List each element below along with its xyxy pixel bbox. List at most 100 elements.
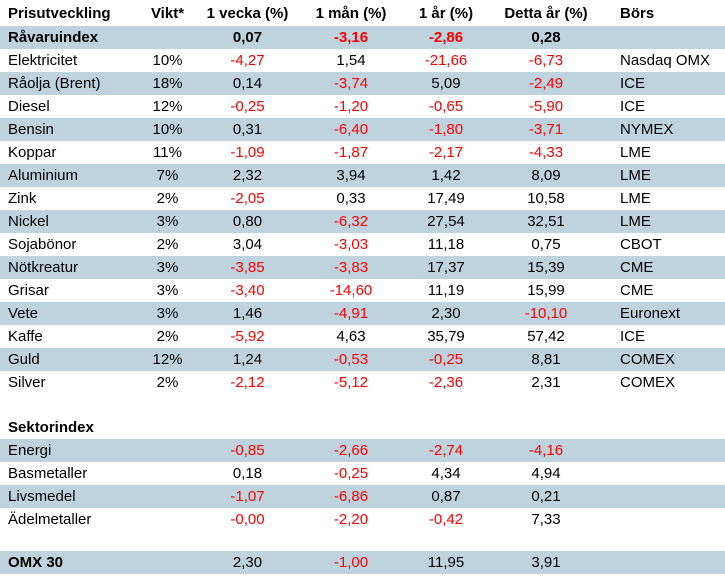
col-header-prisutveckling: Prisutveckling — [8, 4, 111, 22]
cell-1-man: -6,86 — [333, 488, 369, 505]
cell-detta-ar: 4,94 — [531, 465, 561, 482]
cell-detta-ar: 15,99 — [527, 282, 565, 299]
cell-detta-ar: 57,42 — [527, 328, 565, 345]
cell-label: Grisar — [8, 282, 49, 299]
cell-detta-ar: 0,75 — [531, 236, 561, 253]
cell-label: Sojabönor — [8, 236, 77, 253]
table-row: Grisar 3% -3,40 -14,60 11,19 15,99 CME — [0, 279, 725, 302]
cell-1-man: -1,20 — [333, 98, 369, 115]
cell-1-vecka: -2,12 — [230, 374, 265, 391]
cell-1-man: -3,16 — [333, 29, 369, 46]
cell-vikt: 2% — [156, 374, 179, 391]
cell-label: Basmetaller — [8, 465, 88, 482]
cell-vikt: 2% — [156, 236, 179, 253]
cell-detta-ar: -10,10 — [524, 305, 568, 322]
spacer-cell — [0, 394, 725, 416]
cell-vikt: 3% — [156, 282, 179, 299]
cell-label: Guld — [8, 351, 40, 368]
cell-bors: Euronext — [620, 305, 681, 322]
cell-vikt: 18% — [152, 75, 183, 92]
cell-label: OMX 30 — [8, 554, 64, 571]
table-row: Guld 12% 1,24 -0,53 -0,25 8,81 COMEX — [0, 348, 725, 371]
cell-detta-ar: 7,33 — [531, 511, 561, 528]
cell-bors: LME — [620, 190, 651, 207]
cell-bors: ICE — [620, 75, 646, 92]
cell-vikt — [140, 551, 195, 574]
cell-detta-ar: 10,58 — [527, 190, 565, 207]
cell-label: Vete — [8, 305, 39, 322]
cell-1-ar: 11,95 — [427, 554, 465, 571]
cell-1-man: -3,74 — [333, 75, 369, 92]
cell-vikt: 3% — [156, 213, 179, 230]
cell-detta-ar: -4,33 — [528, 144, 564, 161]
cell-1-vecka: -2,05 — [230, 190, 265, 207]
cell-bors — [602, 416, 725, 439]
cell-1-ar: 4,34 — [431, 465, 461, 482]
cell-detta-ar: -5,90 — [528, 98, 564, 115]
cell-vikt — [140, 508, 195, 531]
cell-1-vecka: 1,24 — [232, 351, 263, 368]
cell-1-vecka: 0,07 — [232, 29, 263, 46]
table-row: Ädelmetaller -0,00 -2,20 -0,42 7,33 — [0, 508, 725, 531]
cell-bors: LME — [620, 144, 651, 161]
cell-detta-ar: 0,28 — [531, 29, 561, 46]
cell-1-ar: 2,30 — [431, 305, 461, 322]
cell-bors — [602, 26, 725, 49]
col-header-bors: Börs — [620, 4, 655, 22]
cell-1-ar: -1,80 — [428, 121, 464, 138]
cell-bors: LME — [620, 167, 651, 184]
cell-vikt: 2% — [156, 328, 179, 345]
cell-detta-ar: 8,81 — [531, 351, 561, 368]
cell-bors: CME — [620, 282, 654, 299]
cell-1-ar: -2,74 — [428, 442, 464, 459]
cell-1-ar: 1,42 — [431, 167, 461, 184]
cell-1-vecka: -5,92 — [230, 328, 265, 345]
cell-label: Diesel — [8, 98, 50, 115]
cell-bors: ICE — [620, 98, 646, 115]
cell-1-man: 4,63 — [336, 328, 366, 345]
cell-bors: CBOT — [620, 236, 662, 253]
cell-vikt: 11% — [153, 144, 182, 161]
cell-bors: LME — [620, 213, 651, 230]
table-row: Zink 2% -2,05 0,33 17,49 10,58 LME — [0, 187, 725, 210]
cell-label: Aluminium — [8, 167, 79, 184]
cell-1-ar: 17,49 — [427, 190, 465, 207]
cell-1-man: 0,33 — [336, 190, 366, 207]
cell-bors: COMEX — [620, 374, 676, 391]
cell-1-vecka: 2,30 — [232, 554, 263, 571]
cell-label: Bensin — [8, 121, 54, 138]
cell-1-man: 1,54 — [336, 52, 366, 69]
table-row: Råvaruindex 0,07 -3,16 -2,86 0,28 — [0, 26, 725, 49]
cell-vikt: 7% — [156, 167, 179, 184]
cell-detta-ar: -4,16 — [528, 442, 564, 459]
table-row: Silver 2% -2,12 -5,12 -2,36 2,31 COMEX — [0, 371, 725, 394]
cell-1-vecka: 0,80 — [232, 213, 263, 230]
cell-1-man: -6,32 — [333, 213, 369, 230]
cell-1-man: -2,20 — [333, 511, 369, 528]
cell-1-man: -3,83 — [333, 259, 369, 276]
table-row: Elektricitet 10% -4,27 1,54 -21,66 -6,73 Nasda… — [0, 49, 725, 72]
cell-detta-ar: 0,21 — [531, 488, 561, 505]
cell-vikt: 2% — [156, 190, 179, 207]
cell-bors: ICE — [620, 328, 646, 345]
cell-label: Elektricitet — [8, 52, 78, 69]
cell-1-man: -0,25 — [333, 465, 369, 482]
cell-1-ar: -2,17 — [428, 144, 464, 161]
cell-1-vecka: -1,09 — [230, 144, 265, 161]
cell-bors — [602, 462, 725, 485]
cell-detta-ar — [490, 416, 602, 439]
spacer-row — [0, 531, 725, 551]
cell-1-ar: -0,42 — [428, 511, 464, 528]
cell-1-vecka: -3,85 — [230, 259, 265, 276]
cell-vikt — [140, 26, 195, 49]
cell-label: Kaffe — [8, 328, 43, 345]
table-row: OMX 30 2,30 -1,00 11,95 3,91 — [0, 551, 725, 574]
cell-1-ar: -2,86 — [428, 29, 464, 46]
cell-bors: NYMEX — [620, 121, 674, 138]
cell-1-ar: 11,19 — [427, 282, 465, 299]
cell-vikt: 3% — [156, 259, 179, 276]
cell-1-man: -1,00 — [333, 554, 369, 571]
cell-1-vecka: -4,27 — [230, 52, 265, 69]
